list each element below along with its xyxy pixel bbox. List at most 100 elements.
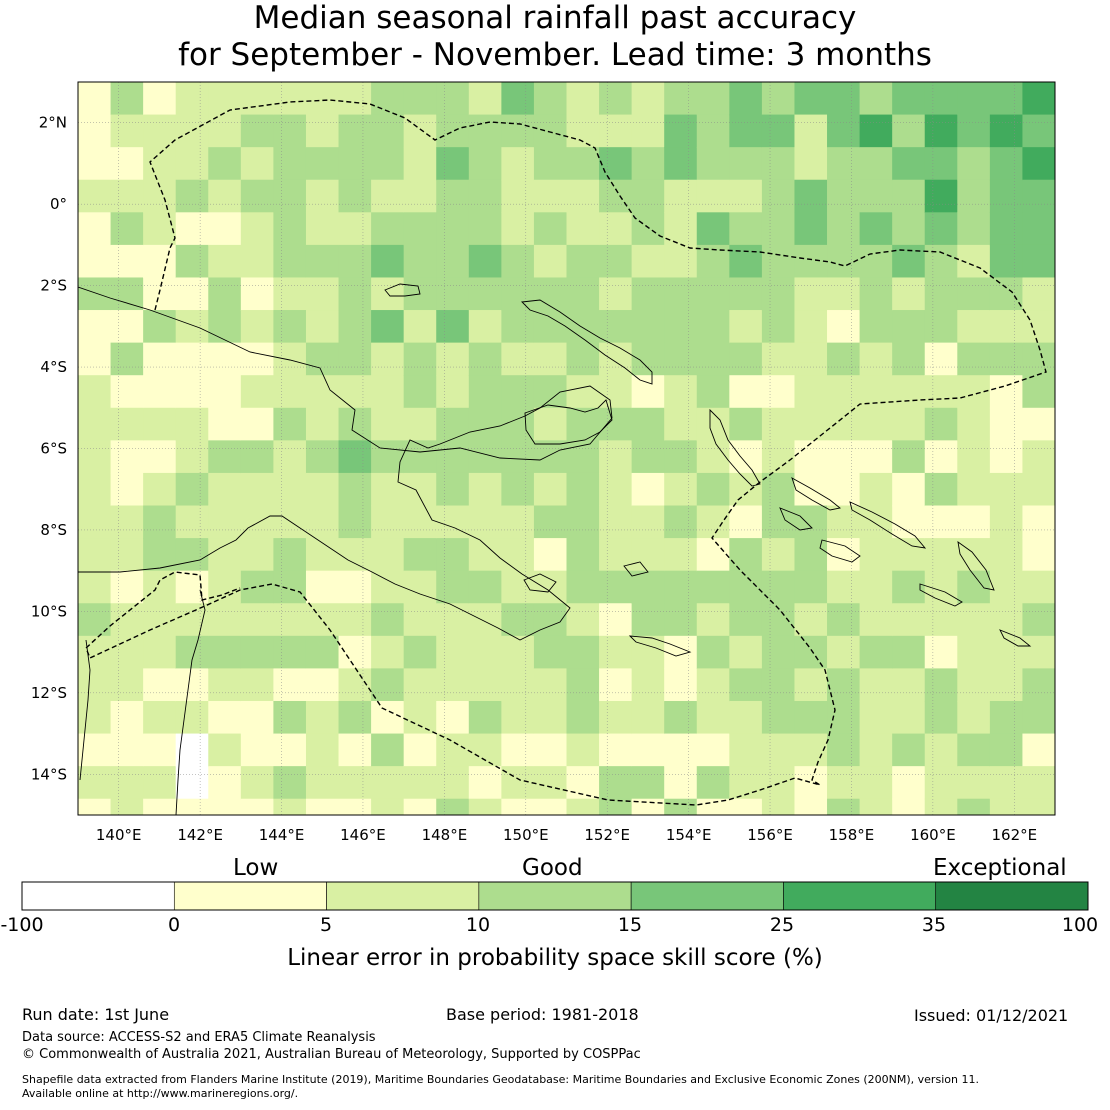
- skill-cell: [924, 440, 958, 474]
- skill-cell: [78, 700, 112, 735]
- skill-cell: [989, 277, 1024, 311]
- skill-cell: [1022, 407, 1055, 441]
- skill-cell: [240, 505, 274, 539]
- skill-cell: [1022, 375, 1055, 409]
- skill-cell: [208, 310, 242, 344]
- skill-cell: [403, 538, 437, 572]
- skill-cell: [989, 114, 1024, 148]
- skill-cell: [599, 570, 633, 604]
- skill-cell: [631, 147, 665, 181]
- skill-cell: [794, 505, 828, 539]
- skill-cell: [631, 766, 665, 800]
- skill-cell: [794, 440, 828, 474]
- skill-cell: [240, 212, 274, 246]
- skill-cell: [240, 766, 274, 800]
- skill-cell: [338, 212, 372, 246]
- skill-cell: [599, 603, 633, 637]
- skill-cell: [273, 700, 307, 735]
- skill-cell: [371, 407, 405, 441]
- skill-cell: [403, 407, 437, 441]
- skill-cell: [305, 570, 340, 604]
- skill-cell: [110, 538, 144, 572]
- skill-cell: [924, 668, 958, 702]
- colorbar-bin: [478, 881, 632, 911]
- skill-cell: [664, 766, 698, 800]
- skill-cell: [273, 668, 307, 702]
- skill-cell: [533, 147, 568, 181]
- skill-cell: [110, 277, 144, 311]
- skill-cell: [794, 472, 828, 507]
- skill-cell: [957, 505, 991, 539]
- skill-cell: [664, 440, 698, 474]
- skill-cell: [566, 440, 600, 474]
- skill-cell: [599, 342, 633, 376]
- skill-cell: [729, 440, 763, 474]
- title-line-2: for September - November. Lead time: 3 m…: [178, 37, 932, 73]
- skill-cell: [208, 179, 242, 213]
- coastline-choiseul: [791, 477, 842, 511]
- skill-cell: [696, 342, 730, 376]
- skill-cell: [338, 342, 372, 376]
- skill-cell: [533, 668, 568, 702]
- skill-cell: [761, 407, 796, 441]
- skill-cell: [892, 766, 926, 800]
- skill-cell: [78, 147, 112, 181]
- skill-cell: [696, 570, 730, 604]
- skill-cell: [859, 505, 893, 539]
- skill-cell: [566, 407, 600, 441]
- skill-cell: [273, 570, 307, 604]
- skill-cell: [208, 212, 242, 246]
- skill-cell: [78, 766, 112, 800]
- skill-cell: [501, 603, 535, 637]
- longitude-tick-label: 162°E: [991, 826, 1037, 844]
- skill-cell: [664, 538, 698, 572]
- skill-cell: [371, 244, 405, 279]
- skill-cell: [859, 244, 893, 279]
- skill-cell: [729, 635, 763, 669]
- skill-cell: [1022, 603, 1055, 637]
- skill-cell: [143, 277, 177, 311]
- skill-cell: [599, 212, 633, 246]
- skill-cell: [696, 375, 730, 409]
- skill-cell: [78, 375, 112, 409]
- skill-cell: [338, 440, 372, 474]
- skill-cell: [240, 570, 274, 604]
- skill-cell: [696, 310, 730, 344]
- skill-cell: [175, 538, 209, 572]
- skill-cell: [989, 212, 1024, 246]
- skill-cell: [338, 635, 372, 669]
- skill-cell: [566, 82, 600, 116]
- skill-cell: [208, 668, 242, 702]
- skill-cell: [175, 147, 209, 181]
- skill-cell: [1022, 179, 1055, 213]
- skill-cell: [468, 277, 502, 311]
- skill-cell: [566, 570, 600, 604]
- skill-cell: [78, 114, 112, 148]
- skill-cell: [729, 798, 763, 815]
- skill-cell: [989, 538, 1024, 572]
- skill-cell: [338, 700, 372, 735]
- skill-cell: [403, 82, 437, 116]
- skill-cell: [631, 700, 665, 735]
- skill-cell: [729, 505, 763, 539]
- skill-cell: [989, 472, 1024, 507]
- skill-cell: [143, 114, 177, 148]
- skill-cell: [761, 766, 796, 800]
- coastline-woodlark: [623, 561, 649, 577]
- skill-cell: [338, 179, 372, 213]
- skill-cell: [761, 179, 796, 213]
- longitude-tick-label: 158°E: [829, 826, 875, 844]
- skill-cell: [827, 277, 861, 311]
- skill-cell: [338, 277, 372, 311]
- skill-cell: [338, 375, 372, 409]
- skill-cell: [501, 244, 535, 279]
- skill-cell: [729, 472, 763, 507]
- skill-cell: [468, 342, 502, 376]
- skill-cell: [240, 342, 274, 376]
- skill-cell: [208, 700, 242, 735]
- skill-cell: [729, 700, 763, 735]
- skill-cell: [78, 82, 112, 116]
- skill-cell: [794, 114, 828, 148]
- skill-cell: [371, 733, 405, 767]
- skill-cell: [794, 570, 828, 604]
